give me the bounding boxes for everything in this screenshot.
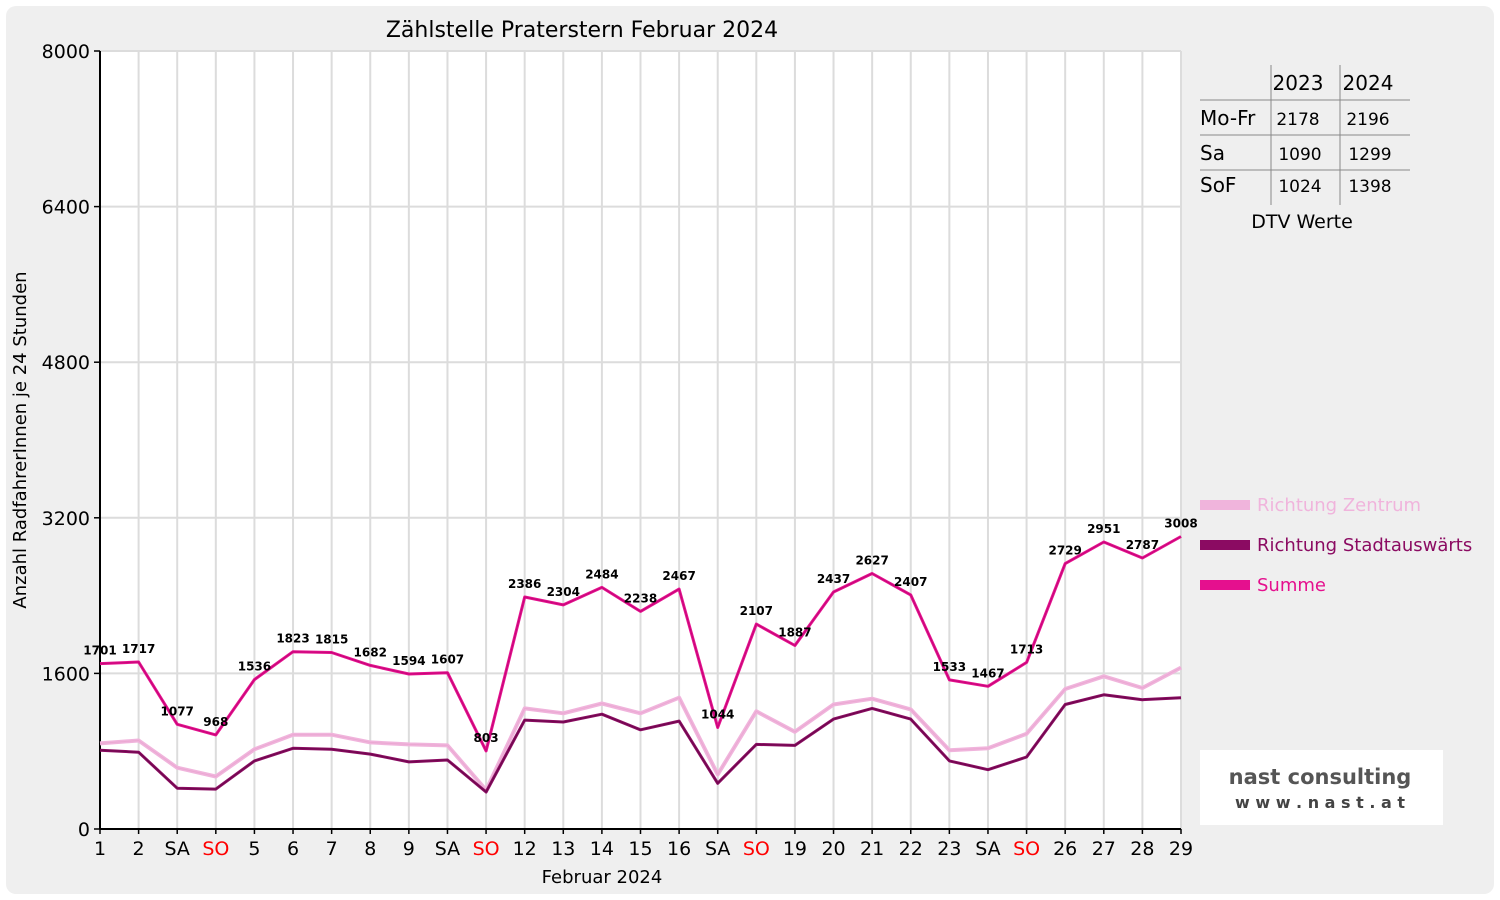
- x-tick-label: 22: [899, 838, 923, 860]
- dtv-cell: 1024: [1278, 177, 1321, 197]
- data-label: 1815: [315, 632, 348, 646]
- chart-title: Zählstelle Praterstern Februar 2024: [386, 18, 778, 43]
- x-tick-label: 13: [551, 838, 575, 860]
- x-tick-label: 2: [133, 838, 145, 860]
- data-label: 1682: [354, 645, 387, 659]
- dtv-table: 2023 2024 Mo-Fr 2178 2196 Sa 1090 1299 S…: [1200, 65, 1410, 233]
- series-line-core-2: [99, 694, 1182, 793]
- x-tick-label: 12: [513, 838, 537, 860]
- legend-label: Richtung Stadtauswärts: [1257, 535, 1472, 556]
- data-label: 2951: [1087, 522, 1120, 536]
- data-label: 2787: [1126, 538, 1159, 552]
- x-tick-label: 15: [628, 838, 652, 860]
- dtv-cell: 2196: [1346, 110, 1389, 130]
- x-axis-label: Februar 2024: [542, 867, 663, 888]
- data-label: 2467: [662, 569, 695, 583]
- x-tick-label: 5: [248, 838, 260, 860]
- x-tick-label: SO: [473, 838, 500, 860]
- data-label: 2304: [547, 585, 580, 599]
- y-axis-label: Anzahl RadfahrerInnen je 24 Stunden: [10, 271, 31, 608]
- x-tick-label: 27: [1092, 838, 1116, 860]
- x-tick-label: 6: [287, 838, 299, 860]
- nast-logo: nast consulting w w w . n a s t . a t: [1200, 750, 1443, 825]
- data-label: 2238: [624, 591, 657, 605]
- data-label: 968: [203, 715, 228, 729]
- data-label: 2386: [508, 577, 541, 591]
- dtv-row-label: SoF: [1200, 173, 1236, 197]
- data-label: 3008: [1164, 516, 1197, 530]
- data-label: 1467: [971, 666, 1004, 680]
- x-tick-label: 28: [1130, 838, 1154, 860]
- data-label: 1533: [933, 660, 966, 674]
- dtv-caption: DTV Werte: [1251, 211, 1353, 233]
- y-tick-label: 1600: [42, 663, 90, 685]
- x-tick-label: 23: [937, 838, 961, 860]
- data-label: 1594: [392, 654, 425, 668]
- x-tick-label: SA: [435, 838, 460, 860]
- legend-label: Richtung Zentrum: [1257, 495, 1421, 516]
- logo-name: nast consulting: [1229, 765, 1412, 789]
- dtv-cell: 1299: [1348, 145, 1391, 165]
- x-tick-label: SO: [202, 838, 229, 860]
- dtv-header-2024: 2024: [1343, 71, 1394, 95]
- data-label: 2729: [1048, 544, 1081, 558]
- dtv-row-label: Mo-Fr: [1200, 106, 1256, 130]
- logo-url: w w w . n a s t . a t: [1235, 793, 1405, 812]
- chart-legend: Richtung Zentrum Richtung Stadtauswärts Su…: [1200, 495, 1472, 596]
- data-label: 1713: [1010, 642, 1043, 656]
- data-label: 2407: [894, 575, 927, 589]
- data-label: 1717: [122, 642, 155, 656]
- series-line-core-1: [99, 667, 1182, 791]
- x-tick-label: SA: [975, 838, 1000, 860]
- x-tick-label: SA: [165, 838, 190, 860]
- dtv-cell: 1398: [1348, 177, 1391, 197]
- dtv-header-2023: 2023: [1273, 71, 1324, 95]
- data-label: 2627: [855, 554, 888, 568]
- x-tick-label: 19: [783, 838, 807, 860]
- x-tick-label: SO: [743, 838, 770, 860]
- x-tick-label: 26: [1053, 838, 1077, 860]
- x-tick-label: 21: [860, 838, 884, 860]
- dtv-row-label: Sa: [1200, 141, 1225, 165]
- x-tick-label: 7: [326, 838, 338, 860]
- dtv-cell: 2178: [1276, 110, 1319, 130]
- x-tick-label: 8: [364, 838, 376, 860]
- data-label: 1887: [778, 625, 811, 639]
- legend-label: Summe: [1257, 575, 1326, 596]
- y-tick-label: 6400: [42, 197, 90, 219]
- data-label: 1607: [431, 653, 464, 667]
- series-line-core-3: [99, 536, 1182, 752]
- data-label: 2107: [740, 604, 773, 618]
- legend-swatch: [1200, 580, 1250, 590]
- data-label: 2484: [585, 567, 618, 581]
- dtv-cell: 1090: [1278, 145, 1321, 165]
- data-label: 803: [474, 731, 499, 745]
- y-tick-label: 3200: [42, 508, 90, 530]
- x-tick-label: 9: [403, 838, 415, 860]
- x-tick-label: 14: [590, 838, 614, 860]
- x-tick-label: 16: [667, 838, 691, 860]
- data-label: 2437: [817, 572, 850, 586]
- x-tick-label: SO: [1013, 838, 1040, 860]
- x-tick-label: 1: [94, 838, 106, 860]
- data-label: 1823: [276, 632, 309, 646]
- y-tick-label: 8000: [42, 41, 90, 63]
- data-label: 1701: [83, 644, 116, 658]
- legend-swatch: [1200, 540, 1250, 550]
- x-tick-label: SA: [705, 838, 730, 860]
- data-label: 1044: [701, 707, 734, 721]
- y-tick-label: 4800: [42, 352, 90, 374]
- x-tick-label: 20: [821, 838, 845, 860]
- data-label: 1536: [238, 660, 271, 674]
- legend-swatch: [1200, 500, 1250, 510]
- y-tick-label: 0: [78, 819, 90, 841]
- data-label: 1077: [161, 704, 194, 718]
- x-tick-label: 29: [1169, 838, 1193, 860]
